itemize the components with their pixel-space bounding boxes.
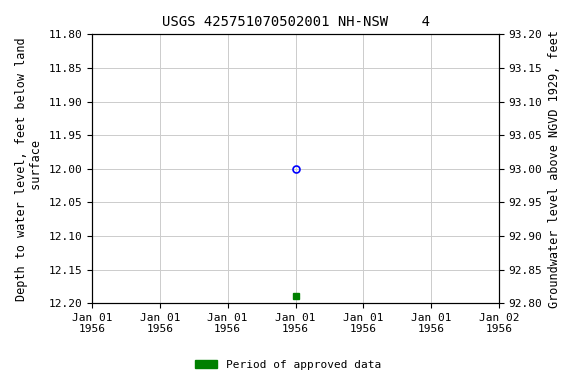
Legend: Period of approved data: Period of approved data	[191, 356, 385, 375]
Y-axis label: Groundwater level above NGVD 1929, feet: Groundwater level above NGVD 1929, feet	[548, 30, 561, 308]
Y-axis label: Depth to water level, feet below land
 surface: Depth to water level, feet below land su…	[15, 37, 43, 301]
Title: USGS 425751070502001 NH-NSW    4: USGS 425751070502001 NH-NSW 4	[161, 15, 430, 29]
